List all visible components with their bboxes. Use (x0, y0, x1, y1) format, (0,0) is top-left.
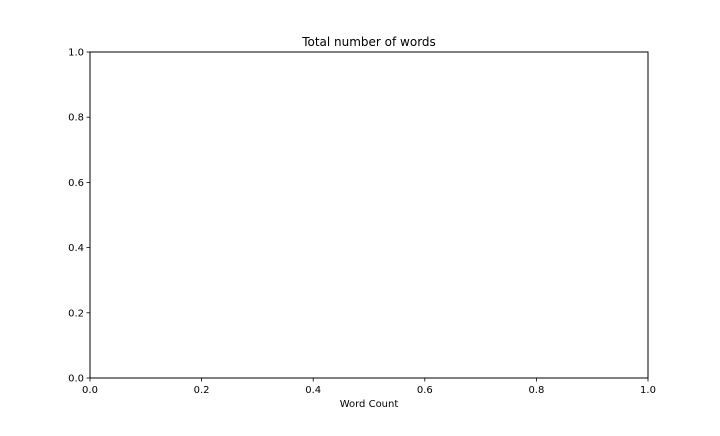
x-tick-label: 0.8 (528, 385, 544, 396)
x-tick-label: 0.6 (417, 385, 433, 396)
x-axis-ticks: 0.0 0.2 0.4 0.6 0.8 1.0 (82, 378, 656, 396)
y-tick-label: 0.8 (68, 113, 84, 124)
y-tick-label: 0.0 (68, 374, 84, 385)
plot-area-frame (89, 51, 649, 379)
y-tick-label: 0.4 (68, 243, 84, 254)
y-tick-label: 0.6 (68, 178, 84, 189)
y-tick-label: 0.2 (68, 308, 84, 319)
x-tick-label: 1.0 (640, 385, 656, 396)
y-axis-ticks: 0.0 0.2 0.4 0.6 0.8 1.0 (68, 48, 90, 385)
chart-title: Total number of words (301, 35, 436, 49)
x-tick-label: 0.2 (194, 385, 210, 396)
x-tick-label: 0.4 (305, 385, 321, 396)
y-tick-label: 1.0 (68, 48, 84, 59)
x-tick-label: 0.0 (82, 385, 98, 396)
x-axis-label: Word Count (340, 399, 399, 410)
